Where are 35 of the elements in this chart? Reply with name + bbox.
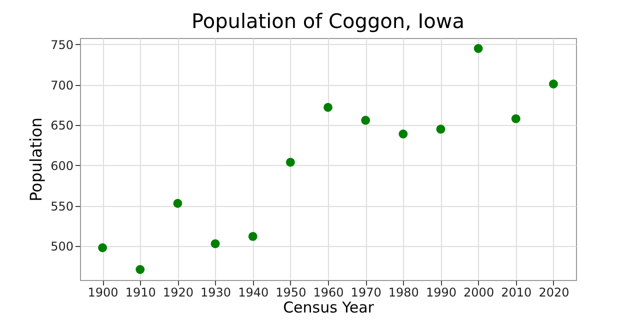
x-tick-label: 2020 (538, 286, 570, 300)
x-tick-label: 1990 (426, 286, 456, 300)
point (248, 232, 258, 241)
y-tick-label: 700 (50, 78, 74, 92)
y-axis-title: Population (26, 117, 46, 202)
point (136, 265, 145, 274)
point (474, 44, 483, 53)
y-tick-label: 750 (50, 38, 74, 52)
point (511, 114, 520, 124)
x-tick-label: 1960 (313, 286, 344, 300)
chart-title: Population of Coggon, Iowa (191, 9, 465, 33)
x-tick-label: 1950 (276, 286, 306, 300)
x-tick-label: 1980 (388, 286, 419, 300)
x-tick-label: 1930 (200, 286, 232, 300)
x-tick-label: 2010 (501, 286, 532, 300)
x-axis-title: Census Year (283, 298, 375, 316)
point (548, 80, 558, 88)
x-tick-label: 1900 (88, 286, 118, 300)
point (210, 239, 220, 248)
point (361, 116, 370, 125)
point (173, 198, 182, 208)
y-tick-label: 650 (50, 118, 74, 133)
x-tick-label: 1920 (162, 286, 194, 300)
x-tick-label: 1940 (238, 286, 269, 300)
y-tick-label: 500 (50, 240, 74, 254)
y-tick-label: 550 (50, 199, 74, 214)
point (98, 243, 108, 252)
y-tick-label: 600 (50, 158, 74, 173)
point (436, 124, 446, 134)
point (286, 158, 295, 167)
point (324, 102, 332, 112)
x-tick-label: 1970 (350, 286, 382, 300)
x-tick-label: 2000 (464, 286, 494, 300)
x-tick-label: 1910 (125, 286, 156, 300)
point (398, 130, 408, 138)
